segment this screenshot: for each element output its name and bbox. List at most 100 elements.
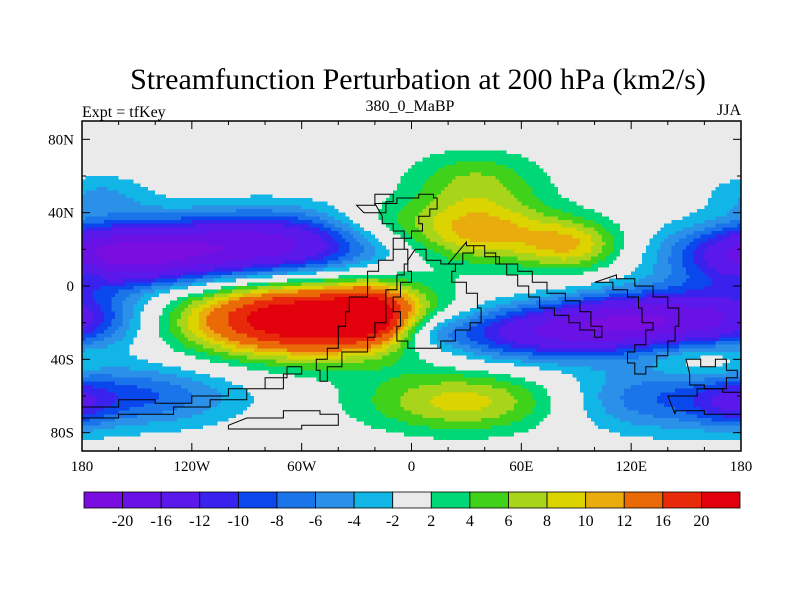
heatmap-cell bbox=[349, 124, 354, 129]
heatmap-cell bbox=[634, 190, 639, 195]
heatmap-cell bbox=[590, 139, 595, 144]
heatmap-cell bbox=[506, 194, 511, 199]
heatmap-cell bbox=[103, 161, 109, 166]
heatmap-cell bbox=[719, 176, 724, 181]
heatmap-cell bbox=[455, 121, 460, 126]
heatmap-cell bbox=[514, 179, 519, 184]
heatmap-cell bbox=[440, 165, 445, 170]
heatmap-cell bbox=[470, 150, 475, 155]
heatmap-cell bbox=[521, 157, 526, 162]
heatmap-cell bbox=[437, 176, 442, 181]
heatmap-cell bbox=[448, 165, 453, 170]
heatmap-cell bbox=[382, 194, 387, 199]
heatmap-cell bbox=[276, 143, 281, 148]
heatmap-cell bbox=[173, 157, 178, 162]
heatmap-cell bbox=[96, 212, 101, 217]
heatmap-cell bbox=[444, 143, 449, 148]
heatmap-cell bbox=[605, 154, 610, 159]
heatmap-cell bbox=[649, 172, 654, 177]
heatmap-cell bbox=[290, 187, 295, 192]
heatmap-cell bbox=[495, 128, 500, 133]
heatmap-cell bbox=[708, 190, 713, 195]
heatmap-cell bbox=[444, 146, 449, 151]
heatmap-cell bbox=[341, 139, 346, 144]
heatmap-cell bbox=[492, 205, 497, 210]
heatmap-cell bbox=[158, 190, 163, 195]
heatmap-cell bbox=[539, 124, 544, 129]
heatmap-cell bbox=[352, 205, 357, 210]
heatmap-cell bbox=[623, 190, 628, 195]
heatmap-cell bbox=[232, 132, 237, 137]
heatmap-cell bbox=[733, 179, 738, 184]
heatmap-cell bbox=[546, 154, 552, 159]
heatmap-cell bbox=[250, 209, 255, 214]
heatmap-cell bbox=[583, 143, 588, 148]
heatmap-cell bbox=[147, 216, 152, 221]
heatmap-cell bbox=[330, 198, 336, 203]
heatmap-cell bbox=[429, 187, 434, 192]
heatmap-cell bbox=[514, 209, 519, 214]
heatmap-cell bbox=[411, 143, 416, 148]
heatmap-cell bbox=[261, 172, 266, 177]
heatmap-cell bbox=[367, 132, 372, 137]
heatmap-cell bbox=[503, 201, 508, 206]
heatmap-cell bbox=[261, 139, 266, 144]
heatmap-cell bbox=[254, 132, 259, 137]
heatmap-cell bbox=[125, 220, 130, 225]
heatmap-cell bbox=[462, 161, 467, 166]
heatmap-cell bbox=[243, 187, 248, 192]
heatmap-cell bbox=[634, 176, 639, 181]
heatmap-cell bbox=[594, 183, 599, 188]
heatmap-cell bbox=[495, 216, 500, 221]
heatmap-cell bbox=[191, 128, 196, 133]
heatmap-cell bbox=[682, 157, 687, 162]
heatmap-cell bbox=[737, 176, 741, 181]
heatmap-cell bbox=[565, 190, 570, 195]
heatmap-cell bbox=[254, 176, 259, 181]
heatmap-cell bbox=[532, 128, 537, 133]
heatmap-cell bbox=[330, 165, 336, 170]
heatmap-cell bbox=[448, 168, 453, 173]
heatmap-cell bbox=[572, 135, 577, 140]
heatmap-cell bbox=[356, 187, 361, 192]
heatmap-cell bbox=[82, 168, 87, 173]
heatmap-cell bbox=[301, 168, 306, 173]
heatmap-cell bbox=[656, 157, 661, 162]
heatmap-cell bbox=[177, 132, 182, 137]
heatmap-cell bbox=[345, 135, 350, 140]
heatmap-cell bbox=[180, 205, 185, 210]
heatmap-cell bbox=[623, 179, 628, 184]
heatmap-cell bbox=[579, 183, 584, 188]
heatmap-cell bbox=[517, 216, 522, 221]
heatmap-cell bbox=[125, 198, 130, 203]
heatmap-cell bbox=[660, 190, 665, 195]
heatmap-cell bbox=[697, 132, 702, 137]
heatmap-cell bbox=[188, 132, 193, 137]
heatmap-cell bbox=[726, 165, 731, 170]
heatmap-cell bbox=[722, 194, 727, 199]
heatmap-cell bbox=[719, 205, 724, 210]
heatmap-cell bbox=[82, 190, 87, 195]
heatmap-cell bbox=[535, 132, 541, 137]
heatmap-cell bbox=[287, 187, 292, 192]
heatmap-cell bbox=[129, 143, 134, 148]
heatmap-cell bbox=[660, 209, 665, 214]
heatmap-cell bbox=[155, 212, 160, 217]
heatmap-cell bbox=[338, 201, 343, 206]
heatmap-cell bbox=[224, 143, 229, 148]
heatmap-cell bbox=[605, 121, 610, 126]
heatmap-cell bbox=[334, 198, 339, 203]
heatmap-cell bbox=[466, 139, 471, 144]
heatmap-cell bbox=[627, 205, 632, 210]
heatmap-cell bbox=[133, 143, 138, 148]
heatmap-cell bbox=[609, 194, 614, 199]
heatmap-cell bbox=[213, 201, 218, 206]
heatmap-cell bbox=[136, 121, 141, 126]
heatmap-cell bbox=[352, 143, 357, 148]
heatmap-cell bbox=[693, 172, 698, 177]
heatmap-cell bbox=[488, 183, 493, 188]
heatmap-cell bbox=[349, 176, 354, 181]
heatmap-cell bbox=[166, 168, 171, 173]
heatmap-cell bbox=[140, 128, 145, 133]
heatmap-cell bbox=[649, 187, 654, 192]
